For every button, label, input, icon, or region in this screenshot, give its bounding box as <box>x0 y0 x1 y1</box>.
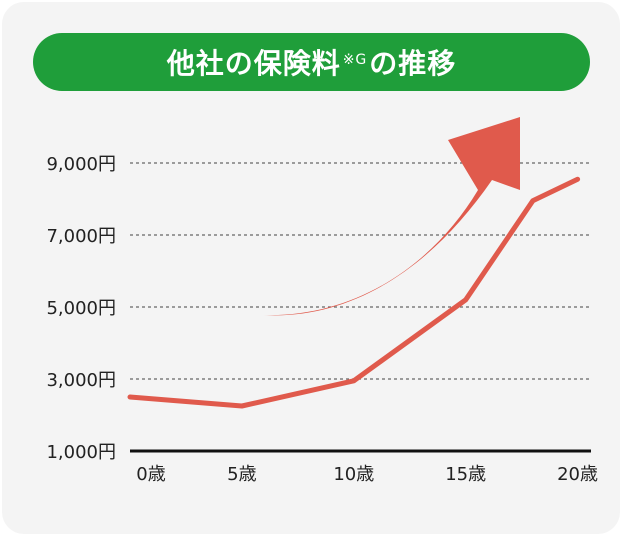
x-tick-label: 20歳 <box>557 464 598 485</box>
title-footnote-mark: ※G <box>342 52 368 68</box>
x-tick-label: 10歳 <box>333 464 374 485</box>
y-tick-label: 7,000円 <box>46 226 116 247</box>
chart-title: 他社の保険料 ※G の推移 <box>33 33 590 91</box>
x-tick-label: 5歳 <box>227 464 256 485</box>
x-tick-label: 0歳 <box>136 464 165 485</box>
x-tick-labels: 0歳 5歳 10歳 15歳 20歳 <box>136 464 598 485</box>
y-tick-label: 9,000円 <box>46 154 116 175</box>
y-tick-label: 3,000円 <box>46 370 116 391</box>
gridlines <box>130 162 591 380</box>
series-line <box>127 176 581 409</box>
y-tick-labels: 1,000円 3,000円 5,000円 7,000円 9,000円 <box>46 154 116 463</box>
title-main: 他社の保険料 <box>166 47 341 80</box>
y-tick-label: 1,000円 <box>46 442 116 463</box>
trend-arrow-icon <box>263 117 520 316</box>
y-tick-label: 5,000円 <box>46 298 116 319</box>
title-suffix: の推移 <box>369 47 457 80</box>
x-tick-label: 15歳 <box>445 464 486 485</box>
